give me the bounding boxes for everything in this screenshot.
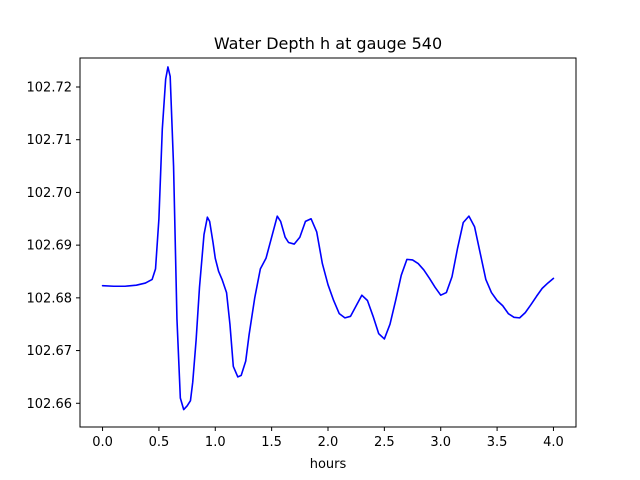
x-tick-label: 3.0 bbox=[430, 435, 451, 450]
chart-title: Water Depth h at gauge 540 bbox=[214, 34, 442, 53]
y-tick-label: 102.67 bbox=[27, 344, 73, 359]
x-tick-label: 0.0 bbox=[92, 435, 113, 450]
x-tick-label: 1.5 bbox=[261, 435, 282, 450]
y-tick-label: 102.68 bbox=[27, 291, 73, 306]
y-tick-label: 102.72 bbox=[27, 80, 73, 95]
axes-frame bbox=[79, 57, 577, 428]
x-tick-label: 2.5 bbox=[374, 435, 395, 450]
y-tick-label: 102.66 bbox=[27, 397, 73, 412]
y-tick-label: 102.69 bbox=[27, 239, 73, 254]
x-tick-label: 2.0 bbox=[318, 435, 339, 450]
x-tick-label: 4.0 bbox=[543, 435, 564, 450]
x-tick-label: 1.0 bbox=[205, 435, 226, 450]
x-axis-label: hours bbox=[310, 457, 347, 472]
x-tick-label: 0.5 bbox=[149, 435, 170, 450]
y-tick-label: 102.70 bbox=[27, 186, 73, 201]
y-tick-label: 102.71 bbox=[27, 133, 73, 148]
x-axis: 0.0 0.5 1.0 1.5 2.0 2.5 3.0 3.5 4.0 bbox=[92, 427, 564, 450]
x-tick-label: 3.5 bbox=[487, 435, 508, 450]
plot-area bbox=[79, 57, 577, 428]
series-line-water-depth bbox=[101, 66, 555, 411]
y-axis: 102.66 102.67 102.68 102.69 102.70 102.71 102.… bbox=[27, 80, 80, 412]
